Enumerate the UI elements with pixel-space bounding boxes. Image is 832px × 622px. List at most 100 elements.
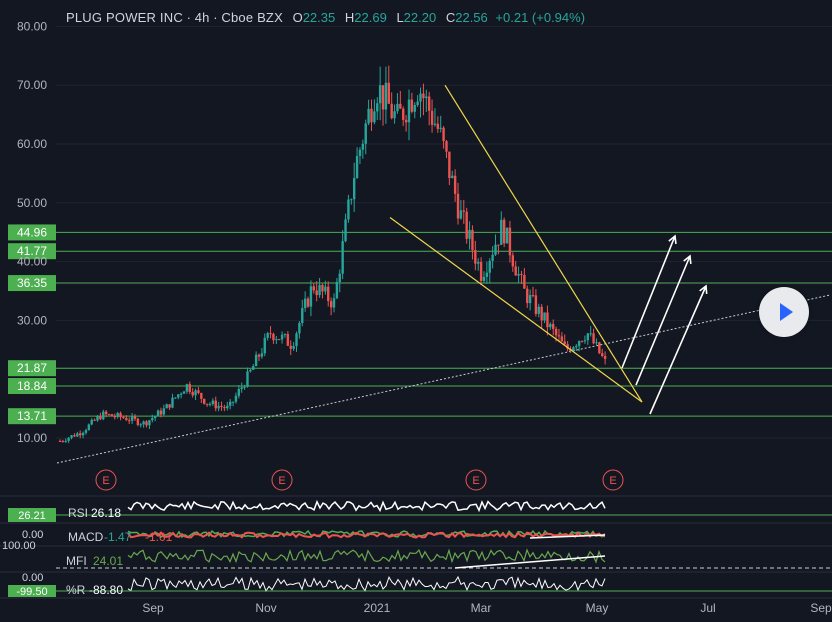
candle-body [332, 298, 336, 308]
candle-body [110, 414, 114, 417]
rsi-scale: 26.21 [18, 510, 46, 522]
candle-body [341, 241, 344, 274]
projection-arrow [635, 255, 691, 386]
candle-body [355, 156, 359, 178]
candle-body [301, 308, 304, 324]
rsi-scale-box [8, 508, 56, 522]
change-value: +0.21 (+0.94%) [495, 10, 586, 25]
open-key: O [292, 10, 303, 25]
candle-body [575, 346, 578, 348]
wr-scale-box [8, 585, 56, 597]
indicator-panes: 26.21 RSI 26.18 0.00 MACD -1.47 -1.01 100.00 MFI… [0, 495, 832, 599]
candle-body [217, 405, 220, 409]
play-button[interactable] [759, 287, 809, 337]
earnings-label: E [609, 475, 616, 487]
candle-body [488, 260, 491, 273]
candle-body [272, 333, 275, 341]
candle-body [205, 403, 209, 405]
candle-body [528, 295, 532, 304]
macd-value-1: -1.47 [104, 530, 132, 544]
candle-body [107, 414, 111, 416]
candle-body [151, 418, 154, 421]
candle-body [465, 211, 468, 239]
candle-body [70, 435, 73, 438]
symbol-name: PLUG POWER INC [66, 10, 183, 25]
candle-body [433, 123, 437, 125]
candle-body [407, 99, 411, 123]
candle-body [413, 105, 416, 112]
wr-line [127, 575, 606, 593]
price-axis: 10.00 30.00 40.00 50.00 60.00 70.00 80.00 [17, 19, 47, 445]
candle-body [514, 266, 517, 276]
candle-body [125, 417, 128, 421]
candle-body [508, 227, 512, 256]
low-key: L [396, 10, 404, 25]
candle-body [436, 123, 440, 129]
candle-body [139, 424, 142, 426]
close-value: 22.56 [455, 10, 488, 25]
x-tick-label: Sep [810, 601, 832, 615]
candle-body [572, 347, 575, 351]
candle-body [500, 219, 503, 245]
rsi-label: RSI [68, 506, 88, 520]
candle-body [237, 388, 241, 396]
interval-label: 4h [194, 10, 210, 25]
earnings-marker [95, 469, 117, 491]
candle-body [185, 384, 189, 392]
candle-body [586, 333, 590, 341]
candle-body [142, 421, 145, 425]
candle-body [96, 416, 99, 421]
candle-body [344, 219, 347, 242]
candle-body [145, 421, 148, 426]
candle-body [439, 127, 442, 129]
candle-body [338, 273, 341, 283]
candle-body [148, 420, 151, 426]
candle-body [263, 337, 266, 354]
candle-body [557, 335, 561, 337]
candle-body [396, 103, 399, 112]
candle-body [324, 286, 327, 292]
candle-body [583, 340, 587, 342]
open-value: 22.35 [302, 10, 336, 25]
earnings-label: E [278, 475, 285, 487]
candle-body [275, 339, 278, 341]
candle-body [376, 103, 379, 112]
candle-body [456, 193, 460, 219]
earnings-marker [271, 469, 293, 491]
play-icon [780, 303, 793, 321]
candle-body [303, 298, 307, 309]
arrow-head [668, 234, 677, 245]
candle-body [364, 123, 367, 144]
candle-body [318, 284, 321, 296]
candle-body [128, 420, 131, 422]
candle-body [113, 416, 116, 418]
candle-body [373, 111, 376, 123]
candle-body [64, 440, 67, 442]
low-value: 22.20 [403, 10, 437, 25]
candle-body [580, 341, 584, 343]
candle-body [289, 345, 292, 349]
candle-body [81, 432, 85, 436]
candle-body [99, 416, 102, 420]
y-tick-label: 40.00 [17, 255, 47, 269]
candle-body [102, 411, 105, 420]
candle-body [200, 392, 203, 399]
candle-body [119, 413, 122, 418]
candle-body [191, 391, 194, 396]
candle-body [306, 298, 310, 307]
candle-body [90, 419, 93, 425]
candle-body [280, 334, 284, 340]
arrow-head [683, 254, 692, 265]
candle-body [295, 333, 298, 347]
candle-body [577, 341, 581, 347]
candle-body [133, 416, 137, 419]
macd-value-2: -1.01 [145, 530, 173, 544]
y-tick-label: 60.00 [17, 137, 47, 151]
y-tick-label: 70.00 [17, 78, 47, 92]
earnings-label: E [102, 475, 109, 487]
candle-body [73, 435, 76, 437]
projection-arrow [649, 285, 707, 415]
candle-body [136, 418, 140, 425]
candle-body [419, 93, 422, 102]
